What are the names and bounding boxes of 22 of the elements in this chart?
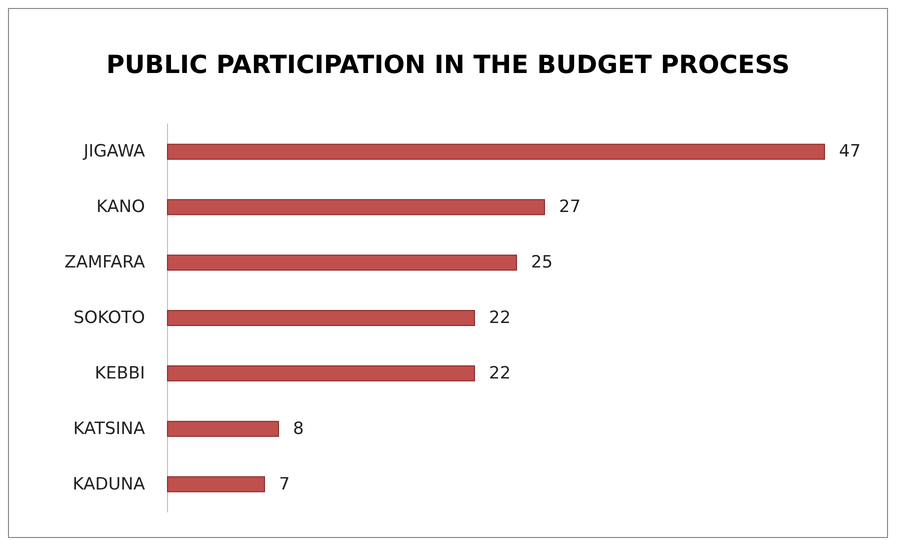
- y-tick-label: ZAMFARA: [64, 252, 146, 273]
- data-label: 22: [489, 308, 511, 328]
- data-label: 7: [279, 474, 290, 494]
- data-label: 25: [531, 252, 553, 273]
- bar: [167, 420, 279, 437]
- data-label: 27: [559, 197, 581, 218]
- y-tick-label: SOKOTO: [73, 308, 145, 328]
- data-label: 22: [489, 363, 511, 384]
- y-tick-label: KEBBI: [94, 363, 145, 384]
- y-tick-label: KANO: [96, 197, 145, 218]
- bar: [167, 310, 475, 326]
- data-label: 8: [293, 418, 304, 439]
- data-label: 47: [839, 142, 861, 162]
- bar: [167, 199, 545, 216]
- bar: [167, 476, 265, 492]
- chart-title: PUBLIC PARTICIPATION IN THE BUDGET PROCESS: [106, 50, 790, 79]
- y-tick-label: JIGAWA: [82, 142, 146, 162]
- bar: [167, 144, 825, 160]
- bar: [167, 254, 517, 271]
- y-tick-label: KATSINA: [73, 418, 146, 439]
- bar: [167, 365, 475, 382]
- y-tick-label: KADUNA: [72, 474, 146, 494]
